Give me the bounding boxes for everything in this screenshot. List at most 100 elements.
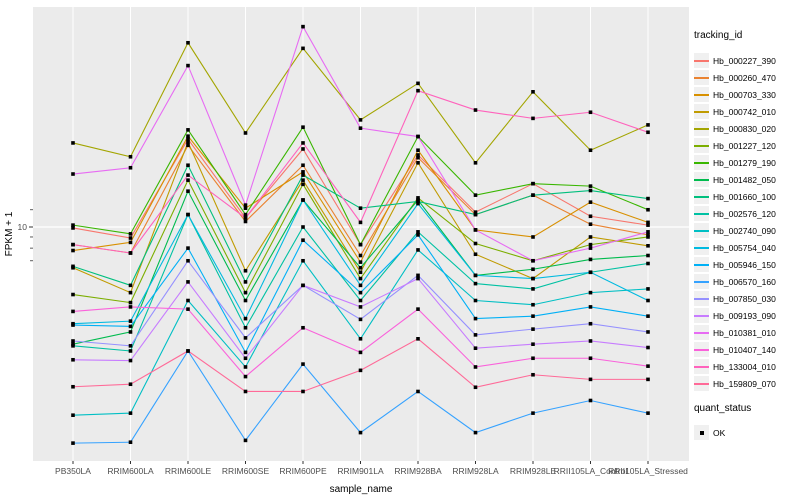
data-point <box>186 128 190 132</box>
data-point <box>588 321 593 326</box>
legend-key-line-icon <box>694 342 709 357</box>
data-point <box>473 108 478 112</box>
data-point <box>301 170 305 174</box>
legend-item-label: Hb_001660_100 <box>713 191 776 202</box>
data-point <box>71 172 75 176</box>
data-point <box>186 143 190 148</box>
legend-line-swatch <box>694 110 709 113</box>
x-tick-label: RRIM901LA <box>337 466 384 476</box>
data-point <box>186 349 190 353</box>
data-point <box>128 232 133 236</box>
data-point <box>301 238 305 242</box>
data-point <box>301 163 305 168</box>
data-point <box>243 219 248 224</box>
legend-line-swatch <box>694 263 709 266</box>
data-point <box>588 257 593 262</box>
legend-item-label: Hb_000830_020 <box>713 123 776 134</box>
legend-item-label: Hb_001482_050 <box>713 174 776 185</box>
legend-key-line-icon <box>694 138 709 153</box>
data-point <box>128 154 133 159</box>
data-point <box>243 438 248 443</box>
data-point <box>588 200 593 204</box>
data-point <box>473 210 478 214</box>
data-point <box>301 225 305 229</box>
data-point <box>588 242 593 247</box>
legend-item-label: Hb_000260_470 <box>713 72 776 83</box>
legend-title-quant-status: quant_status <box>694 403 752 414</box>
data-point <box>186 163 190 168</box>
data-point <box>646 298 650 303</box>
x-tick-label: PB350LA <box>55 466 91 476</box>
data-point <box>128 411 133 415</box>
data-point <box>186 137 190 141</box>
data-point <box>646 261 650 266</box>
data-point <box>358 305 363 309</box>
data-point <box>646 253 650 258</box>
data-point <box>358 260 363 264</box>
data-point <box>301 141 305 145</box>
square-point-icon <box>699 430 704 435</box>
legend-line-swatch <box>694 297 709 300</box>
data-point <box>186 173 190 177</box>
legend-key-line-icon <box>694 274 709 289</box>
x-tick-label: RRII105LA_Stressed <box>608 466 688 476</box>
data-point <box>416 81 420 86</box>
data-point <box>128 305 133 309</box>
legend-item-Hb_002740_090: Hb_002740_090 <box>694 222 776 239</box>
legend-quant-label: OK <box>713 427 726 438</box>
data-point <box>416 230 420 234</box>
legend-item-Hb_005946_150: Hb_005946_150 <box>694 256 776 273</box>
data-point <box>358 290 363 295</box>
legend-item-Hb_001227_120: Hb_001227_120 <box>694 137 776 154</box>
data-point <box>128 236 133 240</box>
data-point <box>301 125 305 129</box>
data-point <box>646 364 650 368</box>
data-point <box>646 330 650 334</box>
legend-key-line-icon <box>694 155 709 170</box>
legend-line-swatch <box>694 212 709 215</box>
legend-key-line-icon <box>694 189 709 204</box>
data-point <box>358 337 363 341</box>
data-point <box>358 242 363 247</box>
legend-key-line-icon <box>694 172 709 187</box>
legend-item-label: Hb_006570_160 <box>713 276 776 287</box>
data-point <box>588 235 593 239</box>
data-point <box>588 290 593 295</box>
data-point <box>531 181 535 186</box>
data-point <box>301 147 305 151</box>
data-point <box>646 230 650 234</box>
legend-item-Hb_000703_330: Hb_000703_330 <box>694 86 776 103</box>
legend-item-Hb_005754_040: Hb_005754_040 <box>694 239 776 256</box>
data-point <box>358 126 363 130</box>
data-point <box>646 243 650 248</box>
data-point <box>531 287 535 291</box>
data-point <box>646 235 650 239</box>
data-point <box>646 345 650 350</box>
legend-line-swatch <box>694 246 709 249</box>
data-point <box>71 413 75 417</box>
legend-item-label: Hb_005754_040 <box>713 242 776 253</box>
data-point <box>588 270 593 275</box>
data-point <box>301 46 305 51</box>
data-point <box>71 264 75 269</box>
x-tick-label: RRIM928LE <box>510 466 557 476</box>
legend-item-Hb_010381_010: Hb_010381_010 <box>694 324 776 341</box>
data-point <box>243 290 248 295</box>
data-point <box>71 323 75 327</box>
data-point <box>186 189 190 193</box>
legend-line-swatch <box>694 348 709 351</box>
data-point <box>473 228 478 232</box>
data-point <box>416 153 420 157</box>
data-point <box>186 134 190 138</box>
y-tick-label-10: 10 <box>18 222 28 232</box>
data-point <box>416 248 420 252</box>
data-point <box>128 324 133 329</box>
data-point <box>358 317 363 322</box>
data-point <box>301 24 305 29</box>
data-point <box>473 298 478 303</box>
data-point <box>243 206 248 210</box>
legend-line-swatch <box>694 195 709 198</box>
data-point <box>243 216 248 220</box>
legend-item-Hb_002576_120: Hb_002576_120 <box>694 205 776 222</box>
data-point <box>128 165 133 170</box>
